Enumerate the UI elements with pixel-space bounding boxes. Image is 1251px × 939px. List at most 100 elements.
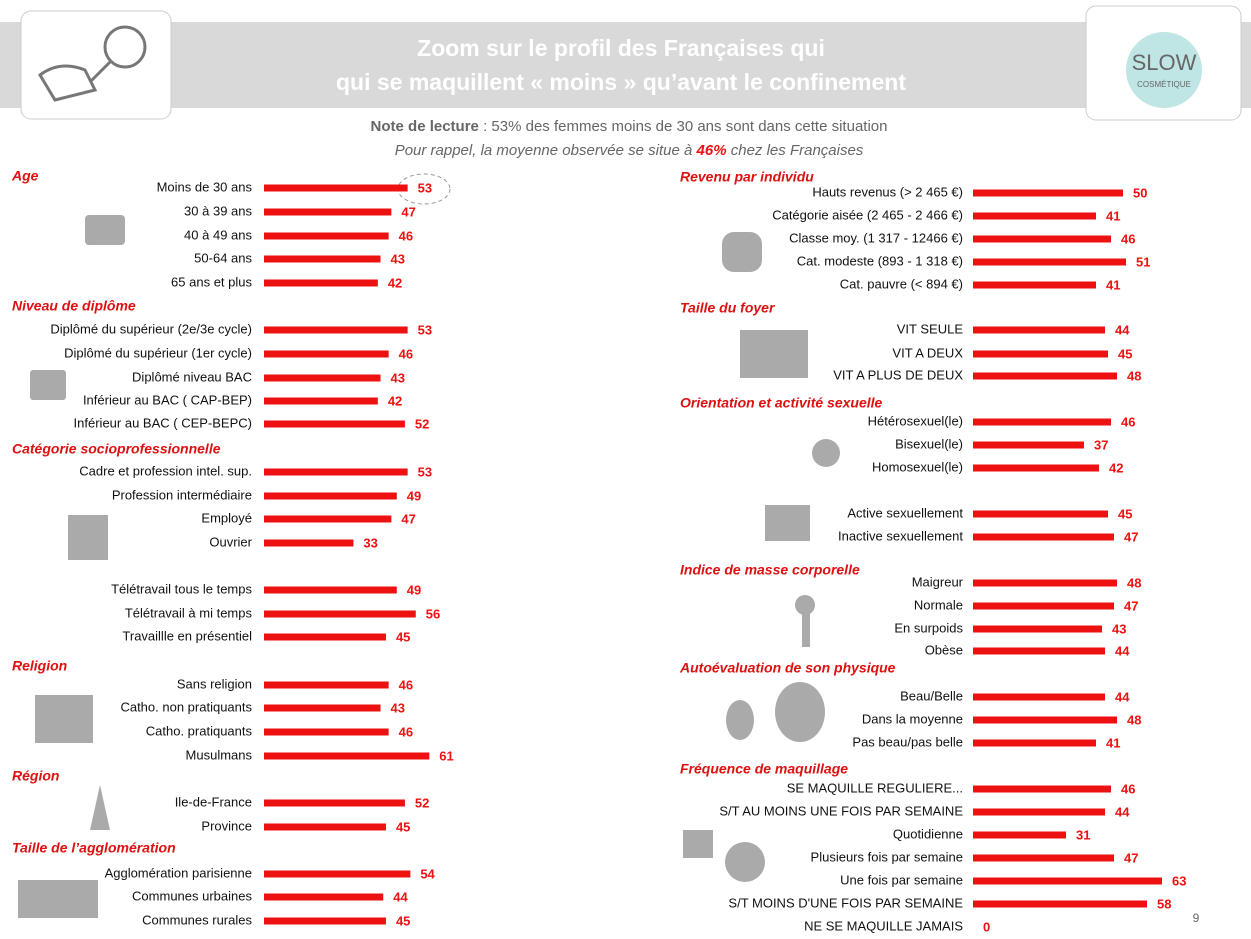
note: Note de lecture : 53% des femmes moins d…: [371, 118, 888, 135]
bar: [973, 441, 1084, 449]
value-label: 47: [1124, 850, 1138, 865]
value-label: 54: [420, 866, 435, 881]
bar: [264, 232, 389, 240]
category-label: Diplômé du supérieur (1er cycle): [64, 345, 252, 360]
bar: [264, 704, 381, 712]
bar: [973, 785, 1111, 793]
category-label: Sans religion: [177, 676, 252, 691]
category-label: Catho. non pratiquants: [120, 699, 252, 714]
value-label: 45: [396, 819, 410, 834]
category-label: Cadre et profession intel. sup.: [79, 463, 252, 478]
value-label: 44: [1115, 643, 1130, 658]
bar: [264, 255, 381, 263]
value-label: 53: [418, 180, 432, 195]
value-label: 42: [388, 275, 402, 290]
bar: [973, 235, 1111, 243]
category-label: Diplômé du supérieur (2e/3e cycle): [50, 321, 252, 336]
category-label: Diplômé niveau BAC: [132, 369, 252, 384]
bar: [264, 681, 389, 689]
value-label: 53: [418, 464, 432, 479]
bar: [264, 586, 397, 594]
logo-circle: [1126, 32, 1202, 108]
category-label: Musulmans: [186, 747, 253, 762]
value-label: 43: [391, 251, 405, 266]
value-label: 43: [391, 700, 405, 715]
magnifier-icon: [38, 25, 147, 102]
category-label: S/T AU MOINS UNE FOIS PAR SEMAINE: [719, 803, 963, 818]
category-label: VIT A PLUS DE DEUX: [833, 367, 963, 382]
bar: [973, 418, 1111, 426]
category-label: Ouvrier: [209, 534, 252, 549]
category-label: Plusieurs fois par semaine: [811, 849, 963, 864]
category-label: 50-64 ans: [194, 250, 252, 265]
value-label: 61: [439, 748, 453, 763]
value-label: 45: [1118, 346, 1132, 361]
reminder-pre: Pour rappel, la moyenne observée se situ…: [395, 142, 697, 159]
group-title: Niveau de diplôme: [12, 298, 136, 314]
bar: [973, 877, 1162, 885]
value-label: 0: [983, 919, 990, 934]
bar: [973, 625, 1102, 633]
category-label: En surpoids: [894, 620, 963, 635]
category-label: Maigreur: [912, 574, 964, 589]
category-label: Cat. pauvre (< 894 €): [840, 276, 963, 291]
value-label: 47: [1124, 598, 1138, 613]
value-label: 43: [391, 370, 405, 385]
bar: [973, 716, 1117, 724]
category-label: S/T MOINS D'UNE FOIS PAR SEMAINE: [728, 895, 963, 910]
category-label: VIT SEULE: [897, 321, 964, 336]
icons: [18, 215, 840, 918]
category-label: Inférieur au BAC ( CEP-BEPC): [74, 415, 252, 430]
value-label: 41: [1106, 208, 1120, 223]
value-label: 52: [415, 795, 429, 810]
category-label: Normale: [914, 597, 963, 612]
category-label: VIT A DEUX: [892, 345, 963, 360]
category-label: Bisexuel(le): [895, 436, 963, 451]
bar: [264, 492, 397, 500]
category-label: Télétravail à mi temps: [125, 605, 253, 620]
value-label: 53: [418, 322, 432, 337]
category-label: SE MAQUILLE REGULIERE...: [787, 780, 963, 795]
category-label: Cat. modeste (893 - 1 318 €): [797, 253, 963, 268]
bar: [264, 633, 386, 641]
category-label: Une fois par semaine: [840, 872, 963, 887]
value-label: 44: [1115, 689, 1130, 704]
bar: [973, 739, 1096, 747]
category-label: Moins de 30 ans: [157, 179, 253, 194]
value-label: 45: [1118, 506, 1132, 521]
bar: [973, 854, 1114, 862]
group-title: Fréquence de maquillage: [680, 761, 848, 777]
bar: [973, 647, 1105, 655]
title-line: Zoom sur le profil des Françaises qui: [417, 35, 825, 61]
category-label: Catégorie aisée (2 465 - 2 466 €): [772, 207, 963, 222]
bar: [973, 808, 1105, 816]
category-label: Employé: [201, 510, 252, 525]
bar: [973, 579, 1117, 587]
value-label: 46: [1121, 781, 1135, 796]
value-label: 46: [399, 228, 413, 243]
bar: [264, 208, 392, 216]
value-label: 50: [1133, 185, 1147, 200]
category-label: Province: [201, 818, 252, 833]
bar: [264, 610, 416, 618]
value-label: 44: [1115, 804, 1130, 819]
value-label: 48: [1127, 712, 1141, 727]
bar: [264, 397, 378, 405]
category-label: Inactive sexuellement: [838, 528, 963, 543]
logo-text: SLOW: [1132, 50, 1197, 75]
value-label: 45: [396, 913, 410, 928]
value-label: 47: [401, 511, 415, 526]
bar: [973, 900, 1147, 908]
value-label: 49: [407, 488, 421, 503]
bar: [264, 184, 408, 192]
bar: [973, 602, 1114, 610]
note-label: Note de lecture: [371, 118, 479, 135]
value-label: 51: [1136, 254, 1150, 269]
page-number: 9: [1193, 911, 1200, 925]
category-label: Hauts revenus (> 2 465 €): [812, 184, 963, 199]
bar: [264, 728, 389, 736]
group-title: Age: [11, 168, 39, 184]
bar: [973, 372, 1117, 380]
category-label: Communes rurales: [142, 912, 252, 927]
